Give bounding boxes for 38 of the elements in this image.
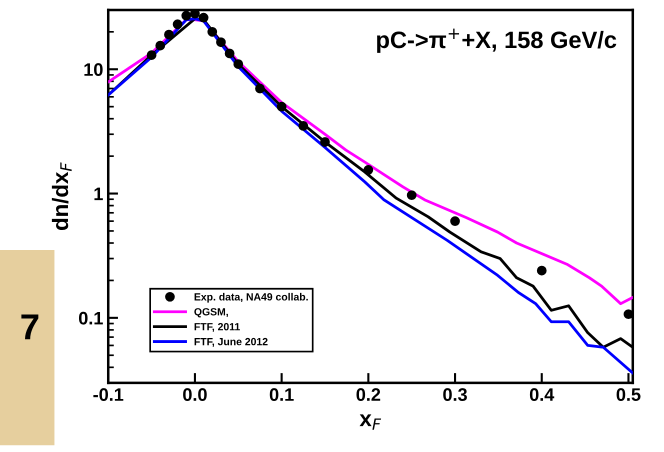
point xyxy=(181,10,192,20)
point xyxy=(276,102,286,112)
x-tick-label: -0.1 xyxy=(93,388,124,401)
x-tick-label: 0.3 xyxy=(443,388,467,401)
legend-label: FTF, 2011 xyxy=(194,323,240,332)
y-tick-label: 1 xyxy=(94,188,103,200)
point xyxy=(255,84,265,94)
point xyxy=(233,59,244,69)
point xyxy=(298,121,308,131)
point xyxy=(172,19,182,30)
y-tick-label: 0.1 xyxy=(78,312,103,325)
point xyxy=(224,48,234,58)
x-axis-title: x$_{F}$ xyxy=(360,414,382,430)
x-tick-label: 0.1 xyxy=(270,388,294,401)
x-tick-label: 0.4 xyxy=(530,388,554,401)
point xyxy=(155,40,166,50)
legend-label: QGSM, xyxy=(194,308,228,318)
point xyxy=(164,30,174,40)
y-axis-title: dn/dx$_{F}$ xyxy=(52,162,72,230)
x-tick-label: 0.0 xyxy=(183,388,207,401)
point xyxy=(450,216,460,226)
point xyxy=(146,50,156,60)
point xyxy=(216,37,226,48)
point xyxy=(320,137,330,147)
point xyxy=(406,190,417,200)
point xyxy=(536,266,547,276)
x-tick-label: 0.2 xyxy=(356,388,380,401)
point xyxy=(207,26,218,37)
point xyxy=(198,12,208,23)
y-tick-label: 10 xyxy=(84,63,103,76)
text: pC->π$^{+}$+X, 158 GeV/c xyxy=(377,28,616,53)
text: 7 xyxy=(21,314,38,340)
legend-label: FTF, June 2012 xyxy=(194,338,268,347)
point xyxy=(190,10,200,19)
point xyxy=(624,309,633,320)
x-tick-label: 0.5 xyxy=(616,388,641,401)
point xyxy=(363,165,374,175)
legend-label: Exp. data, NA49 collab. xyxy=(194,292,308,303)
